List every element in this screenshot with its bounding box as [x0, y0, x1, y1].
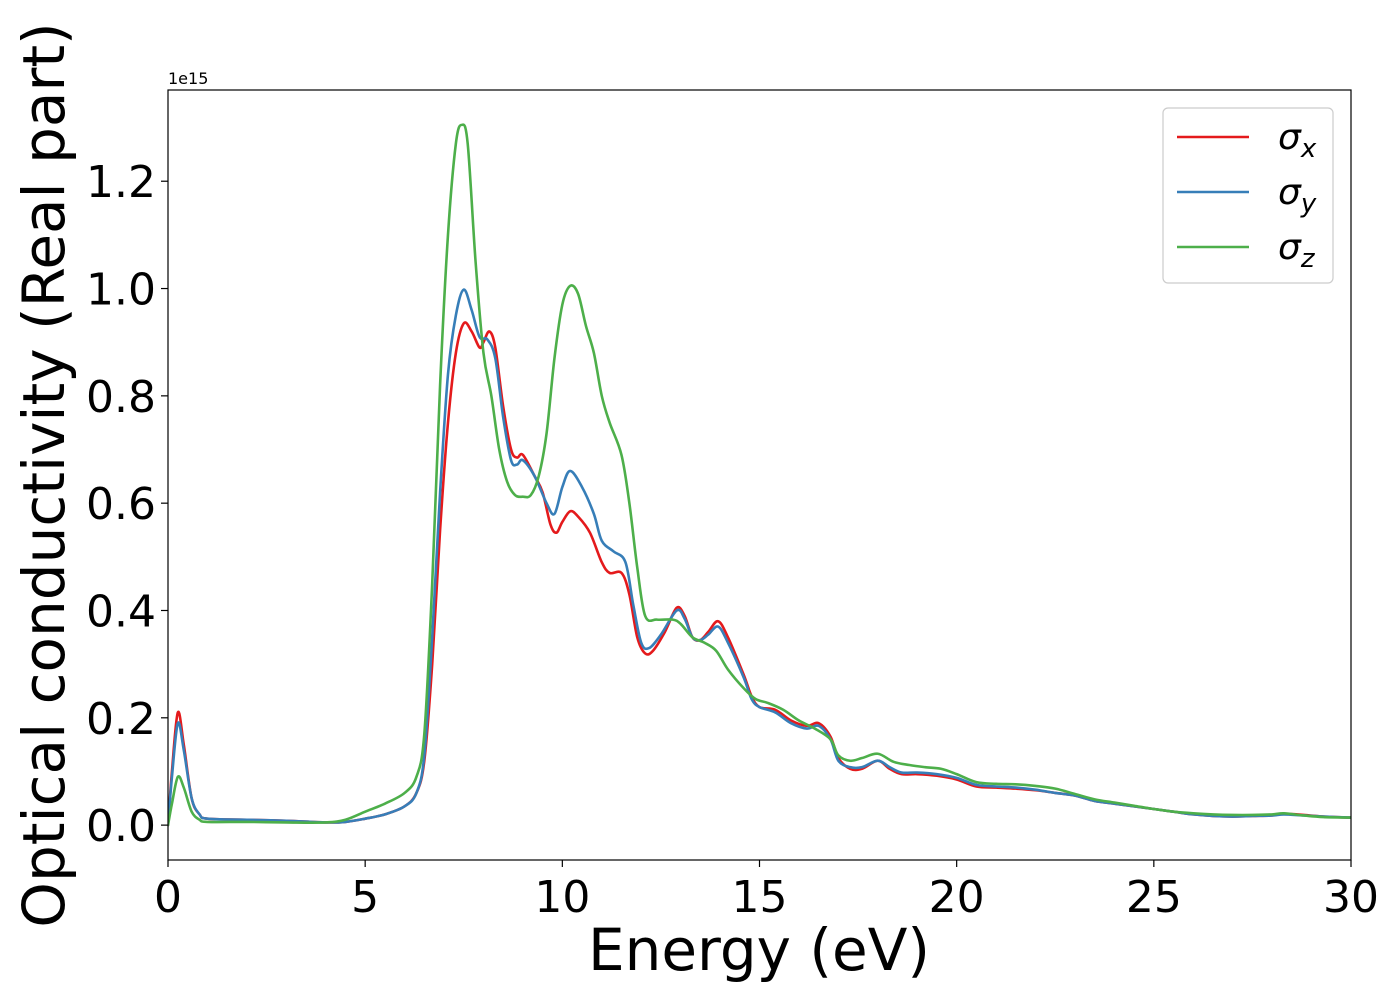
y-axis-title: Optical conductivity (Real part) [10, 22, 78, 927]
y-tick-label: 0.4 [86, 586, 156, 637]
y-offset-label: 1e15 [168, 69, 208, 88]
x-axis: 0 5 10 15 20 25 30 [154, 860, 1379, 923]
y-tick-label: 0.0 [86, 801, 156, 852]
x-axis-title: Energy (eV) [588, 916, 930, 984]
x-tick-label: 30 [1323, 872, 1379, 923]
legend-box [1162, 107, 1334, 284]
x-tick-label: 25 [1126, 872, 1182, 923]
x-tick-label: 10 [534, 872, 590, 923]
y-tick-label: 1.0 [86, 265, 156, 316]
y-axis: 0.0 0.2 0.4 0.6 0.8 1.0 1.2 [86, 157, 168, 852]
y-tick-label: 0.2 [86, 694, 156, 745]
series-line-y [168, 288, 1351, 827]
x-tick-label: 15 [732, 872, 788, 923]
y-tick-label: 0.8 [86, 372, 156, 423]
y-tick-label: 0.6 [86, 479, 156, 530]
series-layer [168, 123, 1351, 827]
x-tick-label: 0 [154, 872, 182, 923]
series-line-z [168, 123, 1351, 827]
x-tick-label: 20 [929, 872, 985, 923]
x-tick-label: 5 [351, 872, 379, 923]
series-line-x [168, 321, 1351, 827]
y-tick-label: 1.2 [86, 157, 156, 208]
